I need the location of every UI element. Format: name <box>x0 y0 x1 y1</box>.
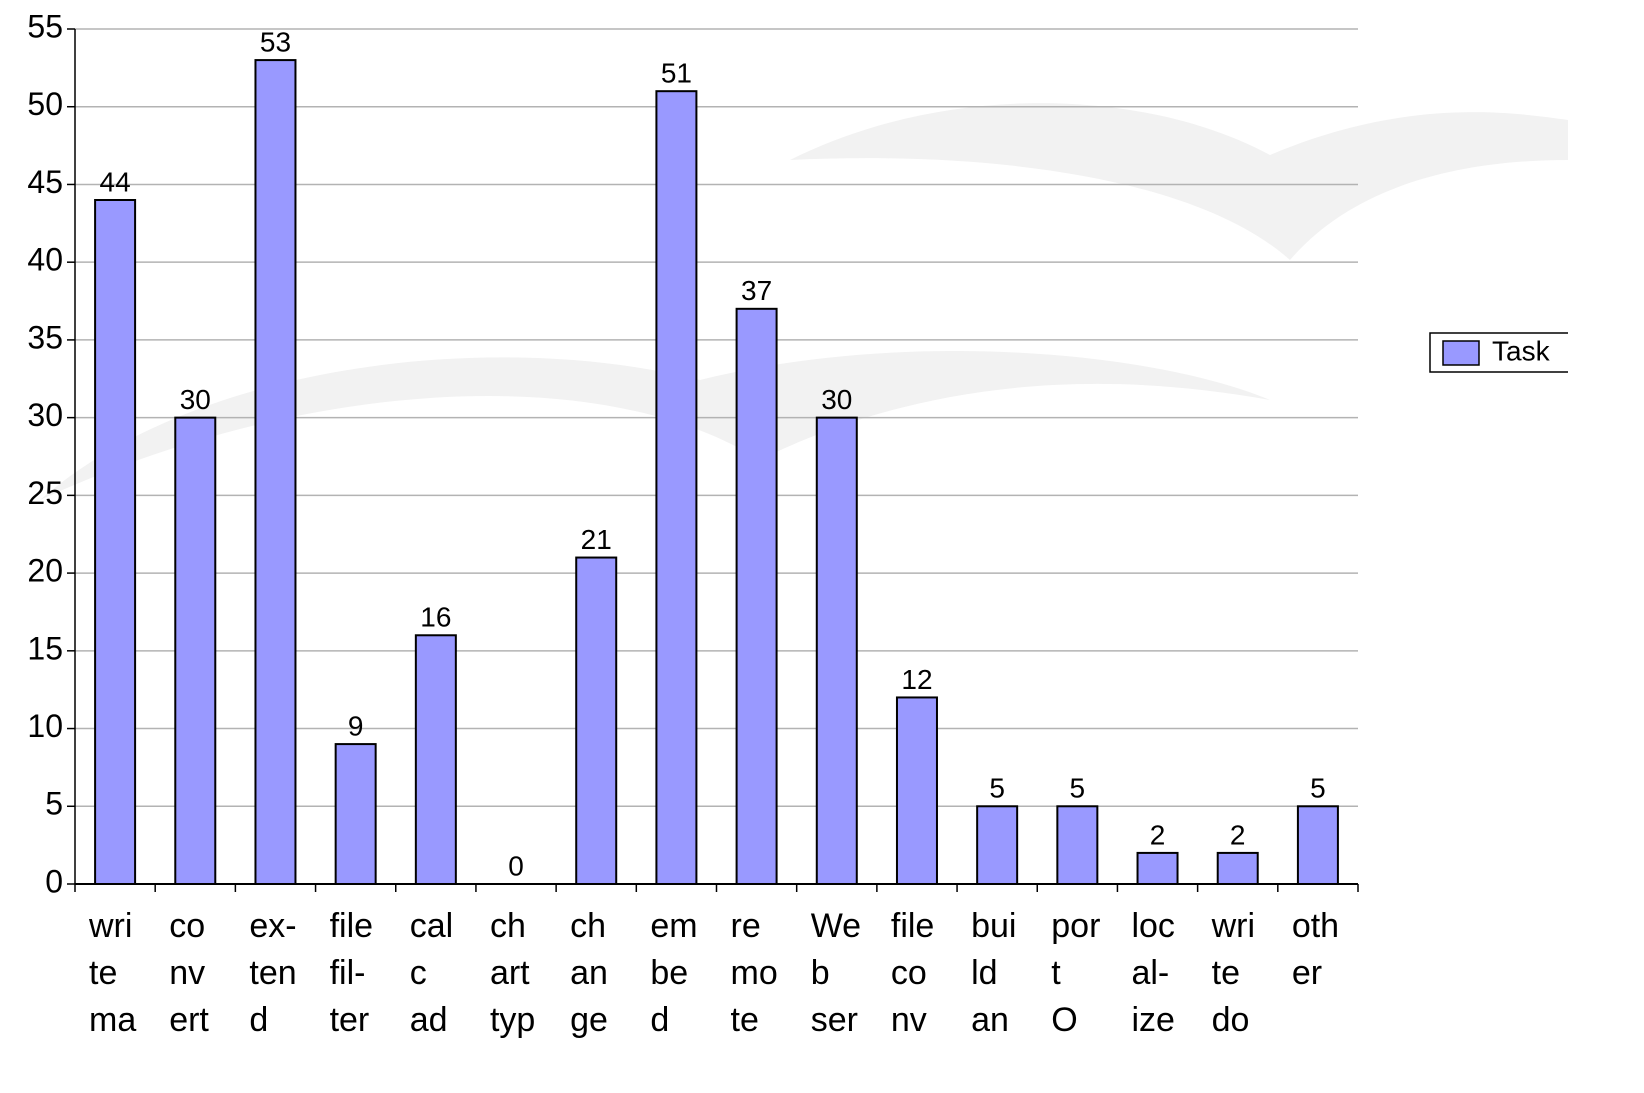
x-tick-label: te <box>731 1001 759 1039</box>
data-label: 5 <box>989 773 1005 804</box>
x-tick-label: typ <box>490 1001 535 1039</box>
bar <box>976 805 1019 885</box>
x-tick-label: mo <box>731 954 778 992</box>
bar <box>815 416 858 885</box>
x-tick-label: file <box>330 907 373 945</box>
x-tick-label: re <box>731 907 761 945</box>
y-tick-label: 50 <box>27 86 63 122</box>
x-tick-label: cal <box>410 907 453 945</box>
data-label: 37 <box>741 275 772 306</box>
watermark <box>40 103 1568 500</box>
x-tick-label: an <box>971 1001 1009 1039</box>
x-tick-label: ge <box>570 1001 608 1039</box>
data-label: 2 <box>1150 819 1166 850</box>
x-tick-label: ex- <box>249 907 296 945</box>
x-tick-label: al- <box>1131 954 1169 992</box>
x-tick-label: wri <box>1211 907 1255 945</box>
x-tick-label: b <box>811 954 830 992</box>
y-tick-label: 15 <box>27 630 63 666</box>
data-label: 30 <box>180 384 211 415</box>
x-tick-label: wri <box>88 907 132 945</box>
data-label: 0 <box>508 850 524 881</box>
x-tick-label: por <box>1051 907 1100 945</box>
x-tick-label: bui <box>971 907 1016 945</box>
x-tick-label: er <box>1292 954 1322 992</box>
plot: 0510152025303540455055writema44convert30… <box>27 8 1568 1039</box>
x-tick-label: ize <box>1131 1001 1174 1039</box>
data-label: 30 <box>821 384 852 415</box>
x-tick-label: te <box>89 954 117 992</box>
y-tick-label: 5 <box>45 786 63 822</box>
data-label: 5 <box>1310 773 1326 804</box>
x-tick-label: art <box>490 954 530 992</box>
data-label: 12 <box>901 664 932 695</box>
bar <box>94 199 137 885</box>
data-label: 51 <box>661 58 692 89</box>
x-tick-label: nv <box>891 1001 927 1039</box>
data-label: 21 <box>581 524 612 555</box>
x-tick-label: t <box>1051 954 1061 992</box>
x-tick-label: nv <box>169 954 205 992</box>
y-tick-label: 55 <box>27 8 63 44</box>
bar <box>254 59 297 886</box>
x-tick-label: c <box>410 954 427 992</box>
x-tick-label: be <box>650 954 688 992</box>
bar <box>1296 805 1339 885</box>
x-tick-label: file <box>891 907 934 945</box>
x-tick-label: ten <box>249 954 296 992</box>
x-tick-label: ter <box>330 1001 370 1039</box>
x-tick-label: co <box>169 907 205 945</box>
bar <box>174 416 217 885</box>
y-tick-label: 10 <box>27 708 63 744</box>
y-tick-label: 25 <box>27 475 63 511</box>
bar <box>655 90 698 885</box>
legend-label: Task <box>1492 335 1551 366</box>
x-tick-label: co <box>891 954 927 992</box>
data-label: 2 <box>1230 819 1246 850</box>
x-tick-label: ch <box>490 907 526 945</box>
x-tick-label: fil- <box>330 954 366 992</box>
x-tick-label: em <box>650 907 697 945</box>
y-tick-label: 30 <box>27 397 63 433</box>
x-tick-label: oth <box>1292 907 1339 945</box>
data-label: 5 <box>1070 773 1086 804</box>
x-tick-label: O <box>1051 1001 1077 1039</box>
y-tick-label: 40 <box>27 242 63 278</box>
x-tick-label: We <box>811 907 861 945</box>
bar <box>895 696 938 885</box>
bar <box>1056 805 1099 885</box>
x-tick-label: ser <box>811 1001 858 1039</box>
x-tick-label: te <box>1212 954 1240 992</box>
x-tick-label: d <box>249 1001 268 1039</box>
x-tick-label: do <box>1212 1001 1250 1039</box>
x-tick-label: d <box>650 1001 669 1039</box>
bar <box>414 634 457 885</box>
x-tick-label: loc <box>1131 907 1174 945</box>
bar <box>1216 851 1259 886</box>
x-tick-label: ert <box>169 1001 209 1039</box>
x-tick-label: ch <box>570 907 606 945</box>
x-tick-label: ma <box>89 1001 136 1039</box>
bar <box>735 307 778 885</box>
bar <box>334 743 377 885</box>
data-label: 44 <box>100 166 131 197</box>
legend-swatch <box>1442 340 1480 366</box>
x-tick-label: ad <box>410 1001 448 1039</box>
bar <box>1136 851 1179 886</box>
data-label: 16 <box>420 602 451 633</box>
y-tick-label: 35 <box>27 319 63 355</box>
bar <box>575 556 618 886</box>
y-tick-label: 0 <box>45 863 63 899</box>
data-label: 53 <box>260 26 291 57</box>
data-label: 9 <box>348 710 364 741</box>
y-tick-label: 20 <box>27 553 63 589</box>
x-tick-label: an <box>570 954 608 992</box>
y-tick-label: 45 <box>27 164 63 200</box>
x-tick-label: ld <box>971 954 997 992</box>
